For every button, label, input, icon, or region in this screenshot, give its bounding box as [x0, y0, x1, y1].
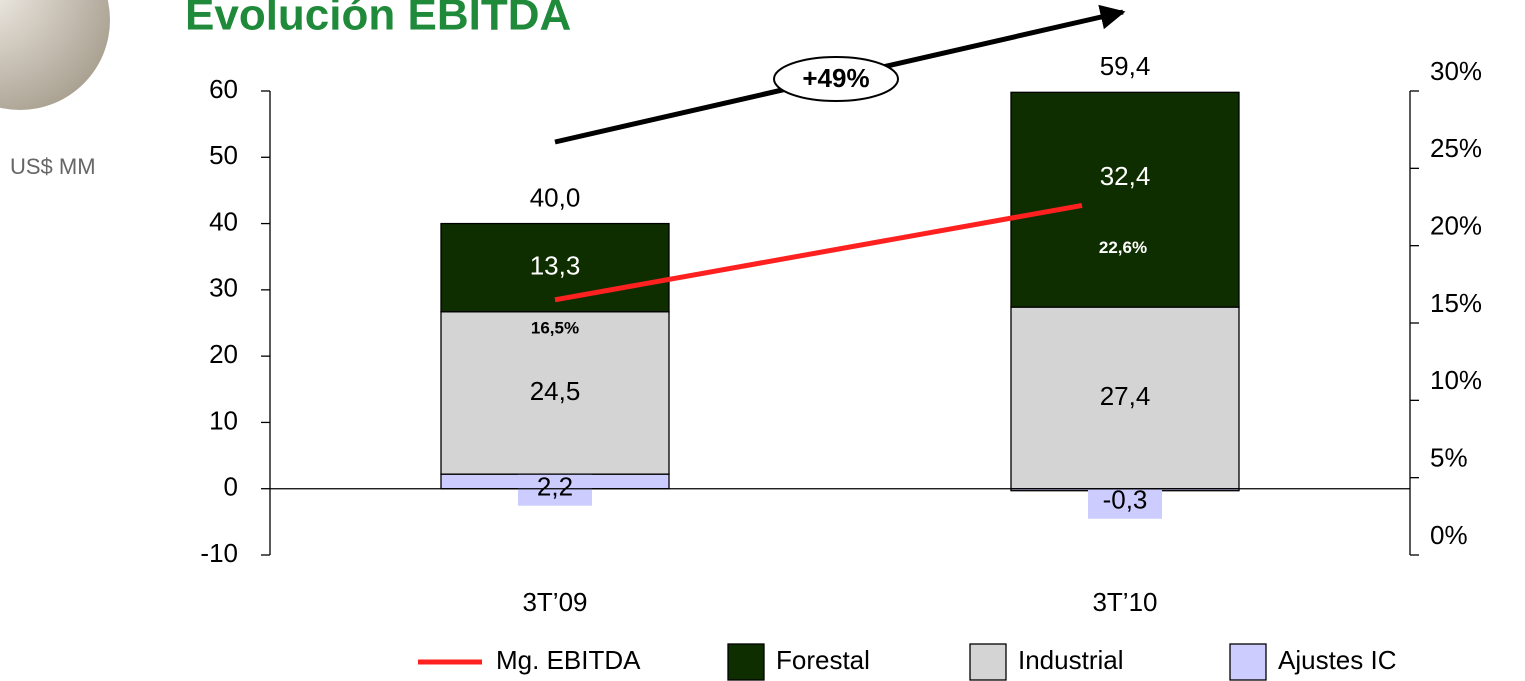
data-label: 24,5 — [530, 376, 581, 406]
x-tick-label: 3T’10 — [1092, 587, 1157, 617]
data-label: 13,3 — [530, 251, 581, 281]
annotation: +49% — [802, 63, 869, 93]
x-tick-label: 3T’09 — [522, 587, 587, 617]
data-label: -0,3 — [1103, 485, 1148, 515]
y2-tick-label: 0% — [1430, 520, 1468, 550]
y-tick-label: -10 — [200, 538, 238, 568]
legend-swatch — [969, 643, 1007, 681]
annotation-ellipse — [773, 56, 899, 102]
y-tick-label: 60 — [209, 74, 238, 104]
y2-tick-label: 20% — [1430, 211, 1482, 241]
legend-label: Forestal — [776, 645, 870, 675]
line-label: 22,6% — [1099, 238, 1147, 257]
legend-label: Industrial — [1018, 645, 1124, 675]
y-tick-label: 50 — [209, 140, 238, 170]
y2-tick-label: 30% — [1430, 56, 1482, 86]
legend-label: Ajustes IC — [1278, 645, 1397, 675]
data-label: 27,4 — [1100, 381, 1151, 411]
legend-label: Mg. EBITDA — [496, 645, 641, 675]
y-tick-label: 0 — [224, 472, 238, 502]
line — [554, 202, 1083, 303]
bar-segment — [440, 222, 670, 313]
y-tick-label: 10 — [209, 405, 238, 435]
y2-tick-label: 10% — [1430, 365, 1482, 395]
bar-segment — [1010, 306, 1240, 490]
chart-title: Evolución EBITDA — [185, 0, 571, 40]
data-label: 32,4 — [1100, 161, 1151, 191]
legend-swatch — [1229, 643, 1267, 681]
data-label: 2,2 — [537, 472, 573, 502]
total-label: 40,0 — [530, 182, 581, 212]
total-label: 59,4 — [1100, 51, 1151, 81]
line-label: 16,5% — [531, 318, 579, 337]
y-tick-label: 30 — [209, 273, 238, 303]
photo — [0, 0, 110, 110]
bar-segment — [1010, 91, 1240, 308]
bar-segment — [440, 311, 670, 475]
y-axis-label: US$ MM — [10, 154, 96, 179]
y2-tick-label: 5% — [1430, 443, 1468, 473]
y-tick-label: 40 — [209, 206, 238, 236]
y2-tick-label: 25% — [1430, 133, 1482, 163]
y-tick-label: 20 — [209, 339, 238, 369]
data-label-bg — [1088, 484, 1162, 519]
legend-swatch — [727, 643, 765, 681]
y2-tick-label: 15% — [1430, 288, 1482, 318]
